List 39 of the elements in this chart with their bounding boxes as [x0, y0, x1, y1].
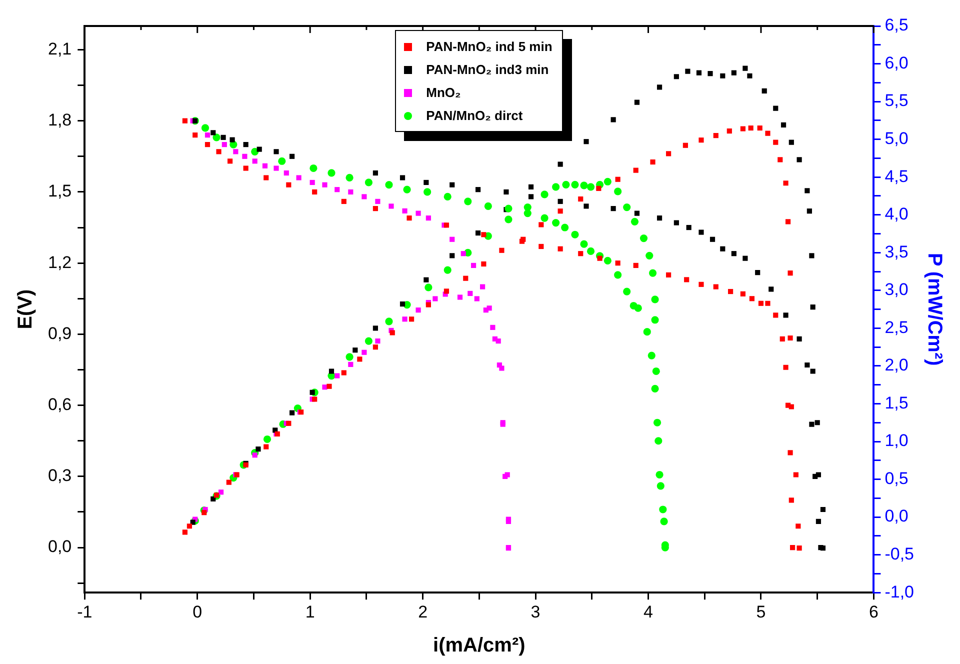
legend-label: PAN/MnO₂ dirct	[426, 108, 523, 123]
y2-tick-label: 5,0	[884, 129, 908, 148]
y-axis-title: E(V)	[14, 289, 37, 330]
y-tick-label: 0,6	[48, 395, 72, 414]
y-tick-label: 0,3	[48, 466, 72, 486]
legend-label: PAN-MnO₂ ind 5 min	[426, 39, 552, 54]
x-tick-label: 1	[305, 602, 315, 622]
y-tick-label: 2,1	[48, 39, 72, 58]
x-tick-label: -1	[77, 602, 92, 622]
y2-tick-label: 6,0	[884, 53, 908, 72]
y-tick-label: 1,2	[48, 252, 72, 272]
x-tick-label: 6	[868, 602, 878, 622]
y2-tick-label: 2,0	[884, 356, 908, 375]
x-tick-label: 4	[644, 602, 653, 622]
x-tick-label: 5	[756, 602, 766, 622]
y2-tick-label: 4,5	[884, 166, 908, 186]
y2-axis-title: P (mW/Cm²)	[923, 252, 946, 366]
legend-label: MnO₂	[426, 85, 461, 100]
x-axis-title: i(mA/cm²)	[433, 634, 526, 657]
y2-tick-label: 4,0	[884, 204, 908, 224]
y2-tick-label: 3,0	[884, 280, 908, 300]
x-tick-label: 2	[418, 602, 428, 622]
y2-tick-label: 2,5	[884, 318, 908, 337]
y2-tick-label: 0,5	[884, 468, 908, 488]
x-tick-label: 0	[192, 602, 202, 622]
y2-tick-label: 3,5	[884, 242, 908, 262]
y2-tick-label: 1,5	[884, 393, 908, 412]
y2-tick-label: -1,0	[884, 582, 914, 602]
y2-tick-label: 1,0	[884, 431, 908, 450]
y2-tick-label: 5,5	[884, 91, 908, 110]
y-tick-label: 0,9	[48, 324, 72, 343]
y2-tick-label: 0,0	[884, 506, 908, 526]
y-tick-label: 1,5	[48, 182, 72, 201]
y2-tick-label: 6,5	[884, 16, 908, 35]
x-tick-label: 3	[530, 602, 540, 622]
legend-label: PAN-MnO₂ ind3 min	[426, 62, 549, 77]
y-tick-label: 1,8	[48, 110, 72, 130]
y-tick-label: 0,0	[48, 537, 72, 556]
y2-tick-label: -0,5	[884, 544, 914, 564]
